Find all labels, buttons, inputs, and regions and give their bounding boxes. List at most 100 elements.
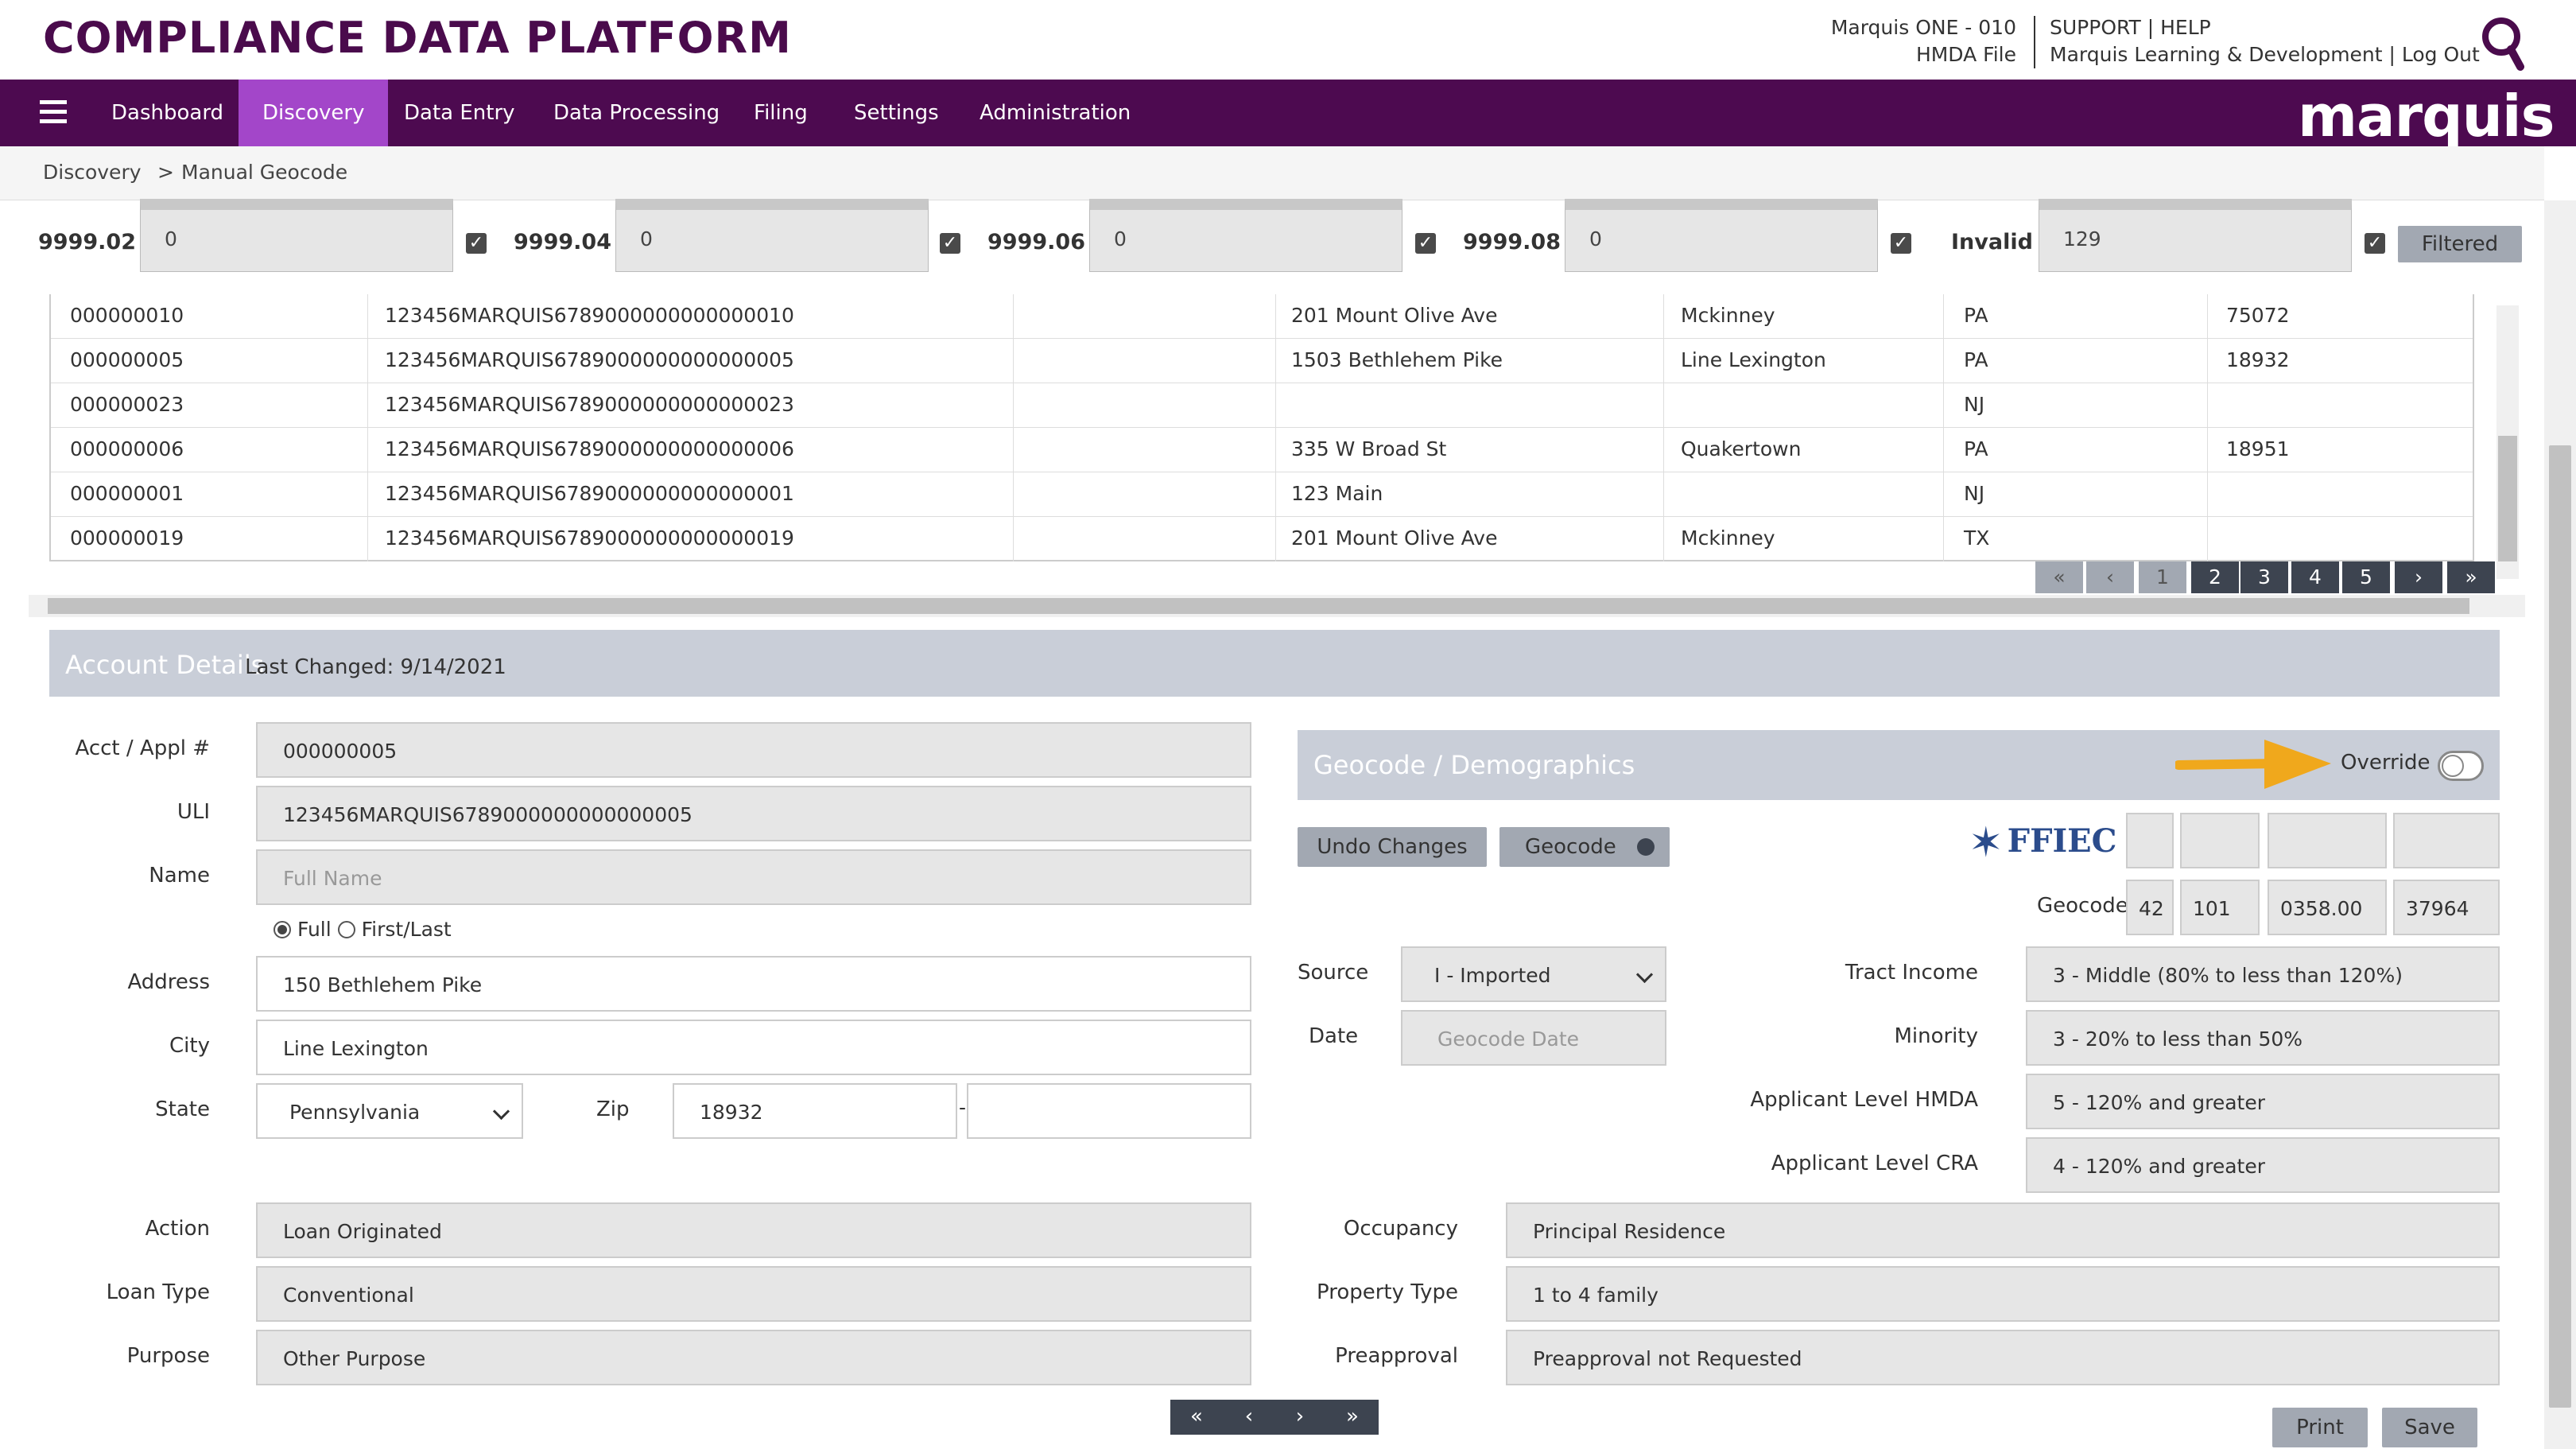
pager-prev[interactable]: ‹ xyxy=(2086,561,2134,593)
action-field[interactable]: Loan Originated xyxy=(256,1202,1251,1258)
source-label: Source xyxy=(1298,961,1369,985)
table-cell-acct: 000000005 xyxy=(70,348,184,371)
print-button[interactable]: Print xyxy=(2272,1408,2368,1447)
pager-next[interactable]: › xyxy=(2395,561,2442,593)
purpose-field[interactable]: Other Purpose xyxy=(256,1330,1251,1385)
record-first-button[interactable]: « xyxy=(1170,1400,1223,1435)
first-last-radio[interactable] xyxy=(337,921,355,938)
table-row[interactable]: 000000001 123456MARQUIS67890000000000000… xyxy=(51,472,2473,517)
applicant-hmda-label: Applicant Level HMDA xyxy=(1750,1088,1978,1112)
table-horizontal-scroll-thumb[interactable] xyxy=(48,598,2469,614)
filter-checkbox-9999-08[interactable]: ✓ xyxy=(1891,233,1911,254)
uli-field[interactable]: 123456MARQUIS6789000000000000005 xyxy=(256,786,1251,841)
preapproval-field[interactable]: Preapproval not Requested xyxy=(1506,1330,2500,1385)
column-divider xyxy=(1943,294,1944,561)
acct-field[interactable]: 000000005 xyxy=(256,722,1251,778)
table-cell-address: 1503 Bethlehem Pike xyxy=(1291,348,1503,371)
filter-value-9999-06[interactable]: 0 xyxy=(1089,199,1402,272)
geocode-tract-blank[interactable] xyxy=(2268,813,2387,868)
table-row[interactable]: 000000006 123456MARQUIS67890000000000000… xyxy=(51,428,2473,472)
filter-label-9999-04: 9999.04 xyxy=(514,230,611,254)
table-row[interactable]: 000000023 123456MARQUIS67890000000000000… xyxy=(51,383,2473,428)
geocode-msa-blank[interactable] xyxy=(2393,813,2500,868)
table-row[interactable]: 000000010 123456MARQUIS67890000000000000… xyxy=(51,294,2473,339)
applicant-cra-field[interactable]: 4 - 120% and greater xyxy=(2026,1137,2500,1193)
geocode-button[interactable]: Geocode xyxy=(1499,827,1670,867)
record-last-button[interactable]: » xyxy=(1326,1400,1379,1435)
table-cell-acct: 000000023 xyxy=(70,393,184,416)
geocode-county-blank[interactable] xyxy=(2180,813,2260,868)
filter-value-9999-02[interactable]: 0 xyxy=(140,199,453,272)
geocode-tract-value[interactable]: 0358.00 xyxy=(2268,880,2387,935)
record-prev-button[interactable]: ‹ xyxy=(1223,1400,1275,1435)
column-divider xyxy=(367,294,368,561)
table-cell-uli: 123456MARQUIS6789000000000000019 xyxy=(385,526,794,550)
geocode-msa-value[interactable]: 37964 xyxy=(2393,880,2500,935)
save-button[interactable]: Save xyxy=(2382,1408,2477,1447)
pager-last[interactable]: » xyxy=(2447,561,2495,593)
record-next-button[interactable]: › xyxy=(1274,1400,1326,1435)
nav-discovery[interactable]: Discovery xyxy=(239,80,389,146)
pager-page-5[interactable]: 5 xyxy=(2342,561,2390,593)
filter-checkbox-invalid[interactable]: ✓ xyxy=(2365,233,2385,254)
table-cell-city: Mckinney xyxy=(1681,304,1775,327)
filter-label-9999-06: 9999.06 xyxy=(987,230,1085,254)
nav-settings[interactable]: Settings xyxy=(854,101,939,125)
loan-type-field[interactable]: Conventional xyxy=(256,1266,1251,1322)
page-scroll-thumb[interactable] xyxy=(2549,445,2571,1408)
file-name[interactable]: HMDA File xyxy=(1915,43,2016,66)
minority-field[interactable]: 3 - 20% to less than 50% xyxy=(2026,1010,2500,1066)
pager-first[interactable]: « xyxy=(2035,561,2083,593)
source-select[interactable]: I - Imported xyxy=(1401,946,1666,1002)
applicant-hmda-field[interactable]: 5 - 120% and greater xyxy=(2026,1074,2500,1129)
geocode-state-blank[interactable] xyxy=(2126,813,2174,868)
table-row[interactable]: 000000005 123456MARQUIS67890000000000000… xyxy=(51,339,2473,383)
table-row[interactable]: 000000019 123456MARQUIS67890000000000000… xyxy=(51,517,2473,560)
geocode-county-value[interactable]: 101 xyxy=(2180,880,2260,935)
name-field[interactable]: Full Name xyxy=(256,849,1251,905)
pager-page-3[interactable]: 3 xyxy=(2240,561,2288,593)
nav-data-processing[interactable]: Data Processing xyxy=(553,101,720,125)
table-cell-city: Mckinney xyxy=(1681,526,1775,550)
full-radio[interactable] xyxy=(274,921,291,938)
filter-checkbox-9999-06[interactable]: ✓ xyxy=(1415,233,1436,254)
filter-label-9999-08: 9999.08 xyxy=(1463,230,1561,254)
user-logout-link[interactable]: Marquis Learning & Development | Log Out xyxy=(2050,43,2480,66)
undo-changes-button[interactable]: Undo Changes xyxy=(1298,827,1487,867)
override-toggle[interactable] xyxy=(2438,751,2484,781)
pager-page-4[interactable]: 4 xyxy=(2291,561,2339,593)
filter-value-invalid[interactable]: 129 xyxy=(2039,199,2352,272)
zip4-field[interactable] xyxy=(967,1083,1251,1139)
occupancy-field[interactable]: Principal Residence xyxy=(1506,1202,2500,1258)
table-vertical-scroll-thumb[interactable] xyxy=(2498,436,2517,561)
geocode-date-field[interactable]: Geocode Date xyxy=(1401,1010,1666,1066)
nav-dashboard[interactable]: Dashboard xyxy=(111,101,224,125)
pager-page-2[interactable]: 2 xyxy=(2191,561,2239,593)
filter-checkbox-9999-04[interactable]: ✓ xyxy=(940,233,960,254)
date-label: Date xyxy=(1309,1024,1359,1048)
property-type-field[interactable]: 1 to 4 family xyxy=(1506,1266,2500,1322)
table-cell-acct: 000000019 xyxy=(70,526,184,550)
support-help-link[interactable]: SUPPORT | HELP xyxy=(2050,16,2211,39)
search-icon[interactable] xyxy=(2481,16,2525,72)
pager-page-1[interactable]: 1 xyxy=(2139,561,2186,593)
filter-checkbox-9999-02[interactable]: ✓ xyxy=(466,233,487,254)
filtered-button[interactable]: Filtered xyxy=(2398,226,2522,262)
breadcrumb-root[interactable]: Discovery xyxy=(43,161,142,184)
filter-value-9999-04[interactable]: 0 xyxy=(615,199,929,272)
city-field[interactable]: Line Lexington xyxy=(256,1020,1251,1075)
filter-value-9999-08[interactable]: 0 xyxy=(1565,199,1878,272)
nav-administration[interactable]: Administration xyxy=(980,101,1131,125)
nav-data-entry[interactable]: Data Entry xyxy=(404,101,515,125)
menu-icon[interactable] xyxy=(40,100,67,126)
zip-field[interactable]: 18932 xyxy=(673,1083,957,1139)
geocode-state-value[interactable]: 42 xyxy=(2126,880,2174,935)
occupancy-label: Occupancy xyxy=(1343,1217,1458,1241)
table-cell-state: NJ xyxy=(1964,482,1985,505)
address-field[interactable]: 150 Bethlehem Pike xyxy=(256,956,1251,1012)
globe-icon xyxy=(1637,838,1655,856)
state-select[interactable]: Pennsylvania xyxy=(256,1083,523,1139)
nav-filing[interactable]: Filing xyxy=(754,101,808,125)
tract-income-field[interactable]: 3 - Middle (80% to less than 120%) xyxy=(2026,946,2500,1002)
acct-label: Acct / Appl # xyxy=(75,736,210,760)
